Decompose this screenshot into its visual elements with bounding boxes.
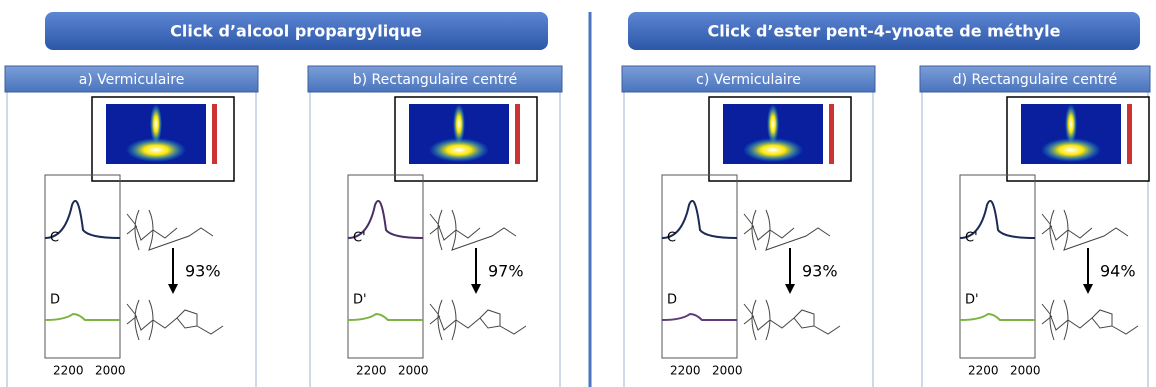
arrow-head xyxy=(785,284,795,294)
molecule xyxy=(1041,299,1139,341)
header-title: Click d’alcool propargylique xyxy=(170,22,422,41)
arrow-head xyxy=(471,284,481,294)
spectrum-bottom xyxy=(661,312,737,321)
spectrum-bottom xyxy=(959,312,1035,321)
heatmap-spot xyxy=(126,138,186,162)
spectrum-label: D xyxy=(50,293,60,308)
spectrum-top xyxy=(959,199,1036,239)
panel-title: d) Rectangulaire centré xyxy=(953,72,1118,88)
molecule xyxy=(743,209,831,251)
x-tick-label: 2200 xyxy=(356,364,387,378)
panel-header xyxy=(307,65,563,93)
panel-title: c) Vermiculaire xyxy=(696,72,801,88)
molecule xyxy=(743,299,841,341)
panel-header xyxy=(919,65,1151,93)
spectrum-bottom xyxy=(44,312,120,321)
arrow-head xyxy=(168,284,178,294)
molecule xyxy=(429,209,517,251)
heatmap-spot xyxy=(743,138,803,162)
spectrum-label: C xyxy=(667,231,676,246)
panel-title: b) Rectangulaire centré xyxy=(353,72,518,88)
colorbar xyxy=(515,104,520,164)
spectrum-frame xyxy=(661,174,738,359)
panel-header xyxy=(621,65,876,93)
yield: 93% xyxy=(802,262,838,281)
heatmap-spot xyxy=(1065,104,1077,144)
x-tick-label: 2000 xyxy=(1010,364,1041,378)
spectrum-top xyxy=(44,199,121,239)
x-tick-label: 2000 xyxy=(712,364,743,378)
colorbar xyxy=(212,104,217,164)
x-tick-label: 2200 xyxy=(968,364,999,378)
spectrum-label: D xyxy=(667,293,677,308)
x-tick-label: 2200 xyxy=(670,364,701,378)
spectrum-top xyxy=(661,199,738,239)
header-bar xyxy=(45,12,548,50)
spectrum-label: C' xyxy=(965,231,978,246)
heatmap-spot xyxy=(767,104,779,144)
colorbar xyxy=(829,104,834,164)
spectrum-label: C xyxy=(50,231,59,246)
spectrum-label: C' xyxy=(353,231,366,246)
spectrum-top xyxy=(347,199,424,239)
colorbar xyxy=(1127,104,1132,164)
molecule xyxy=(1041,209,1129,251)
heatmap-spot xyxy=(429,138,489,162)
heatmap-spot xyxy=(150,104,162,144)
arrow-head xyxy=(1083,284,1093,294)
x-tick-label: 2000 xyxy=(95,364,126,378)
yield: 97% xyxy=(488,262,524,281)
x-tick-label: 2200 xyxy=(53,364,84,378)
spectrum-label: D' xyxy=(353,293,367,308)
x-tick-label: 2000 xyxy=(398,364,429,378)
yield: 94% xyxy=(1100,262,1136,281)
heatmap-spot xyxy=(453,104,465,144)
yield: 93% xyxy=(185,262,221,281)
heatmap-spot xyxy=(1041,138,1101,162)
spectrum-frame xyxy=(44,174,121,359)
header-bar xyxy=(628,12,1140,50)
molecule xyxy=(126,209,214,251)
spectrum-frame xyxy=(959,174,1036,359)
spectrum-frame xyxy=(347,174,424,359)
header-title: Click d’ester pent-4-ynoate de méthyle xyxy=(708,22,1061,41)
spectrum-bottom xyxy=(347,312,423,321)
panel-title: a) Vermiculaire xyxy=(79,72,185,88)
molecule xyxy=(429,299,527,341)
panel-header xyxy=(4,65,259,93)
spectrum-label: D' xyxy=(965,293,979,308)
molecule xyxy=(126,299,224,341)
